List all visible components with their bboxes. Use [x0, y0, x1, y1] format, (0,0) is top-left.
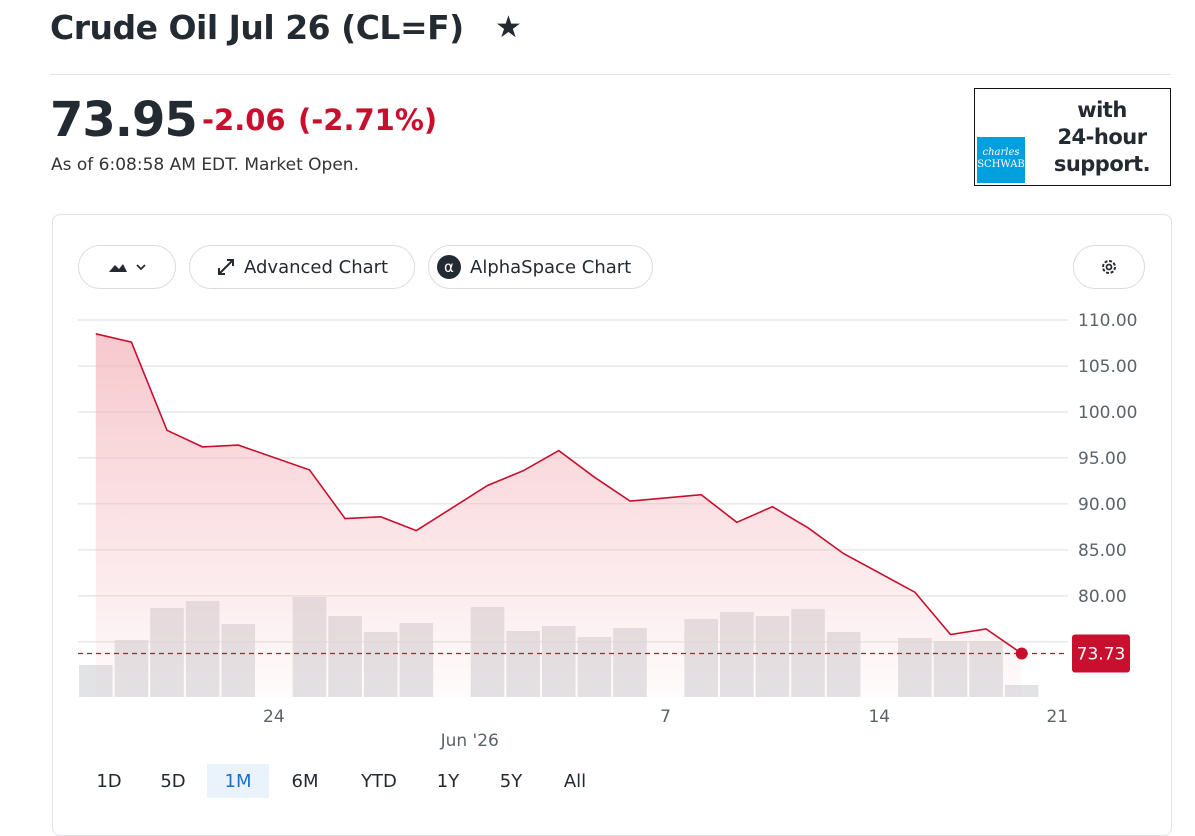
ad-line: support.: [1053, 152, 1151, 176]
logo-line: SCHWAB: [977, 159, 1025, 170]
settings-button[interactable]: [1073, 245, 1145, 289]
y-tick-label: 110.00: [1078, 311, 1137, 331]
chart-type-button[interactable]: [78, 245, 176, 289]
range-option[interactable]: 1D: [96, 770, 122, 792]
range-option[interactable]: 6M: [291, 770, 319, 792]
timestamp: As of 6:08:58 AM EDT. Market Open.: [51, 155, 359, 175]
logo-line: charles: [982, 147, 1020, 158]
x-tick-label: 24: [263, 707, 285, 727]
alpha-icon: α: [437, 255, 461, 279]
chart-type-icon: [109, 264, 146, 272]
chart: 110.00105.00100.0095.0090.0085.0080.0075…: [78, 311, 1137, 751]
last-price-label: 73.73: [1077, 645, 1126, 665]
title: Crude Oil Jul 26 (CL=F): [50, 8, 464, 47]
y-tick-label: 90.00: [1078, 495, 1127, 515]
last-price-badge: [1072, 634, 1130, 673]
y-tick-label: 85.00: [1078, 541, 1127, 561]
range-option[interactable]: All: [563, 770, 587, 792]
y-tick-label: 80.00: [1078, 587, 1127, 607]
range-option[interactable]: 1M: [207, 764, 269, 798]
price-area: [95, 333, 1022, 697]
price-line: [95, 333, 1023, 655]
range-option[interactable]: YTD: [361, 770, 397, 792]
y-tick-label: 100.00: [1078, 403, 1137, 423]
y-tick-label: 105.00: [1078, 357, 1137, 377]
ad-logo: charles SCHWAB: [977, 137, 1025, 183]
last-point: [1015, 647, 1028, 660]
page: Crude Oil Jul 26 (CL=F) ★ 73.95 -2.06 (-…: [50, 8, 1172, 836]
ad-text: with 24-hour support.: [1037, 97, 1167, 178]
alphaspace-button[interactable]: α AlphaSpace Chart: [428, 245, 653, 289]
range-option[interactable]: 1Y: [436, 770, 460, 792]
change: -2.06: [202, 103, 286, 137]
x-tick-label: Jun '26: [440, 731, 499, 751]
x-tick-label: 7: [660, 707, 671, 727]
separator: [50, 74, 1171, 75]
range-option[interactable]: 5Y: [499, 770, 523, 792]
watchlist-star[interactable]: ★: [495, 10, 522, 45]
price: 73.95: [50, 92, 198, 148]
x-tick-label: 21: [1046, 707, 1068, 727]
gear-icon: [1102, 260, 1116, 274]
ad-line: 24-hour: [1057, 125, 1147, 149]
button-label: AlphaSpace Chart: [470, 256, 632, 278]
expand-icon: [218, 259, 234, 275]
advanced-chart-button[interactable]: Advanced Chart: [189, 245, 415, 289]
ad-line: with: [1077, 98, 1127, 122]
ad[interactable]: charles SCHWAB with 24-hour support.: [974, 88, 1171, 186]
range-option[interactable]: 5D: [160, 770, 186, 792]
change-percent: (-2.71%): [298, 103, 438, 137]
x-tick-label: 14: [868, 707, 890, 727]
button-label: Advanced Chart: [244, 256, 389, 278]
y-tick-label: 95.00: [1078, 449, 1127, 469]
